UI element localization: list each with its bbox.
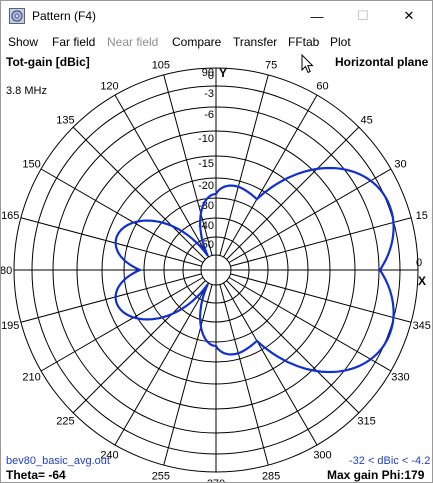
grid-spoke: [219, 74, 269, 256]
angle-label: 45: [360, 114, 372, 126]
menu-near-field[interactable]: Near field: [107, 35, 159, 49]
angle-label: 240: [100, 449, 118, 461]
angle-label-0: 0: [416, 257, 422, 269]
angle-label: 60: [316, 81, 328, 93]
ring-label: -3: [204, 88, 214, 100]
grid-spoke: [72, 280, 206, 414]
angle-label: 315: [357, 416, 375, 428]
ring-label: -40: [198, 220, 214, 232]
angle-label: 180: [1, 265, 12, 277]
ring-label: -6: [204, 109, 214, 121]
ring-label: -20: [198, 180, 214, 192]
gain-range-label: -32 < dBic < -4.2: [349, 455, 431, 467]
ring-label: 0: [208, 70, 214, 82]
angle-label-90: 90: [202, 67, 214, 79]
menu-far-field[interactable]: Far field: [52, 35, 96, 49]
menu-plot[interactable]: Plot: [330, 35, 351, 49]
ring-label: -10: [198, 133, 214, 145]
polar-plot-area: 0 -3 -6 -10 -15 -20 -30 -40 -50 15 30 45 60 75 105 120 1…: [1, 53, 432, 482]
grid-spoke: [223, 282, 318, 446]
grid-spoke: [114, 282, 209, 446]
theta-label: Theta= -64: [6, 468, 66, 482]
frequency-label: 3.8 MHz: [6, 85, 47, 97]
grid-spoke: [163, 74, 213, 256]
mouse-pointer-icon: [301, 54, 314, 74]
menu-transfer[interactable]: Transfer: [233, 35, 278, 49]
angle-label: 15: [416, 210, 428, 222]
grid-spoke: [163, 284, 213, 466]
menu-compare[interactable]: Compare: [172, 35, 222, 49]
max-gain-label: Max gain Phi:179: [327, 468, 425, 482]
angle-label: 210: [22, 372, 40, 384]
y-axis-letter: Y: [219, 66, 227, 80]
window-title: Pattern (F4): [32, 9, 97, 23]
grid-spoke: [223, 94, 318, 258]
close-button[interactable]: ✕: [403, 8, 415, 23]
title-bar[interactable]: Pattern (F4) — ☐ ✕: [1, 1, 432, 31]
grid-spoke: [20, 273, 202, 323]
grid-spoke: [72, 126, 206, 260]
polar-plot: 0-3-6-10-15-20-30-40-5015304560751051201…: [1, 59, 431, 482]
menu-bar: Show Far field Near field Compare Transf…: [1, 31, 432, 53]
grid-spoke: [40, 277, 204, 372]
angle-label: 345: [413, 320, 431, 332]
grid-spoke: [228, 277, 392, 372]
angle-label: 150: [22, 159, 40, 171]
angle-label: 330: [391, 372, 409, 384]
pattern-trace: [114, 166, 395, 374]
gain-label: Tot-gain [dBic]: [6, 55, 90, 69]
grid-spoke: [114, 94, 209, 258]
angle-label: 195: [1, 320, 19, 332]
grid-spoke: [226, 126, 360, 260]
angle-label: 270: [207, 478, 225, 482]
angle-label: 135: [56, 114, 74, 126]
grid-spoke: [230, 273, 412, 323]
angle-label: 105: [152, 59, 170, 71]
ring-label: -15: [198, 158, 214, 170]
angle-label: 165: [1, 210, 19, 222]
x-axis-letter: X: [418, 274, 426, 288]
grid-spoke: [219, 284, 269, 466]
pattern-app-icon: [9, 8, 25, 24]
grid-spoke: [226, 280, 360, 414]
angle-label: 120: [100, 81, 118, 93]
angle-label: 285: [262, 471, 280, 482]
angle-label: 225: [56, 416, 74, 428]
maximize-button[interactable]: ☐: [357, 8, 369, 23]
menu-show[interactable]: Show: [8, 35, 39, 49]
menu-fftab[interactable]: FFtab: [288, 35, 320, 49]
grid-spoke: [20, 217, 202, 267]
plane-label: Horizontal plane: [335, 55, 429, 69]
grid-spoke: [228, 168, 392, 263]
minimize-button[interactable]: —: [310, 8, 324, 24]
angle-label: 30: [394, 159, 406, 171]
grid-spoke: [40, 168, 204, 263]
angle-label: 75: [265, 59, 277, 71]
angle-label: 300: [313, 449, 331, 461]
file-name-label: bev80_basic_avg.out: [6, 455, 110, 467]
grid-spoke: [230, 217, 412, 267]
angle-label: 255: [152, 471, 170, 482]
